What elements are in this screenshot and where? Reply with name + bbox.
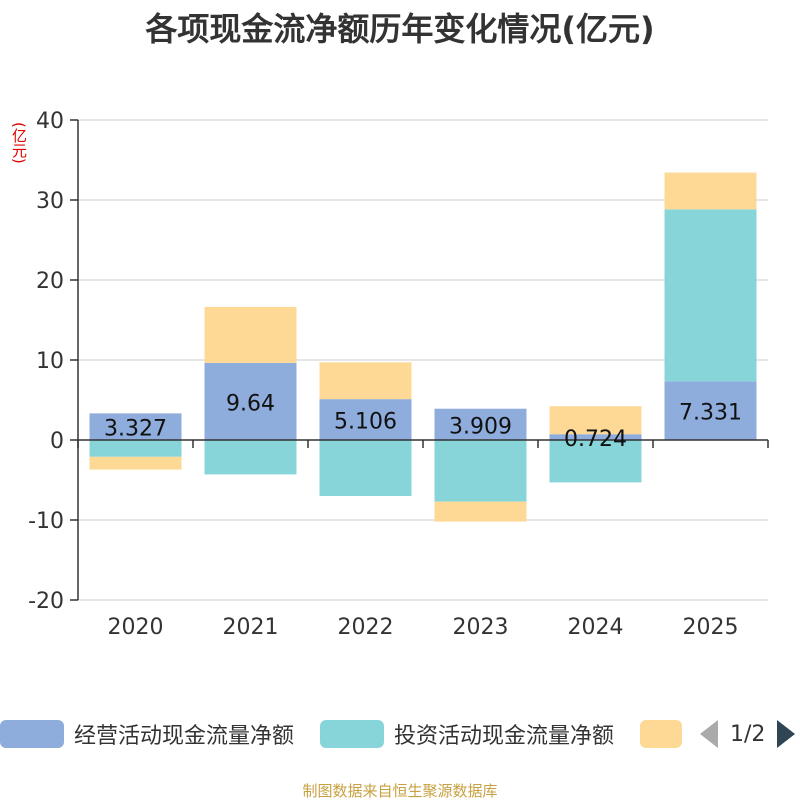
legend-item-third[interactable]: [640, 716, 692, 752]
x-tick-label: 2024: [568, 615, 624, 640]
data-label: 3.909: [449, 414, 512, 439]
bar-segment-2021-series-2: [204, 306, 297, 363]
x-tick-label: 2022: [338, 615, 394, 640]
bar-segment-2020-series-1: [89, 440, 182, 457]
bar-segment-2020-series-2: [89, 456, 182, 470]
legend-next-page-icon[interactable]: [777, 720, 796, 748]
bar-segment-2024-series-1: [549, 440, 642, 483]
bar-segment-2023-series-0: [434, 408, 527, 440]
legend-swatch-investing: [320, 720, 384, 748]
bar-segment-2022-series-2: [319, 362, 412, 400]
legend-pager: 1/2: [700, 716, 796, 752]
legend-item-operating[interactable]: 经营活动现金流量净额: [0, 716, 294, 752]
y-tick-label: 0: [50, 429, 64, 454]
bar-segment-2024-series-0: [549, 434, 642, 440]
bar-segment-2025-series-1: [664, 209, 757, 382]
bar-segment-2023-series-2: [434, 501, 527, 522]
legend: 经营活动现金流量净额 投资活动现金流量净额: [0, 716, 800, 756]
bar-segment-2022-series-0: [319, 399, 412, 440]
data-source-note: 制图数据来自恒生聚源数据库: [302, 782, 498, 800]
y-tick-label: -20: [28, 589, 64, 614]
legend-swatch-third: [640, 720, 682, 748]
bar-segment-2022-series-1: [319, 440, 412, 496]
data-label: 0.724: [564, 427, 627, 452]
bar-segment-2024-series-2: [549, 406, 642, 435]
bar-segment-2023-series-1: [434, 440, 527, 502]
x-tick-label: 2021: [223, 615, 279, 640]
bar-segment-2025-series-2: [664, 172, 757, 210]
data-label: 9.64: [226, 391, 275, 416]
bar-segment-2021-series-1: [204, 440, 297, 475]
legend-label-operating: 经营活动现金流量净额: [74, 724, 295, 749]
legend-page-indicator: 1/2: [730, 721, 766, 747]
data-label: 3.327: [104, 417, 167, 442]
stacked-bar-chart: -20 -10 0 10 20 30 40 2020 2021 2022 2023 2024 2025 3…: [28, 109, 769, 640]
bar-segment-2020-series-0: [89, 413, 182, 440]
bar-segment-2025-series-0: [664, 381, 757, 440]
y-tick-label: -10: [28, 509, 64, 534]
y-tick-label: 20: [36, 269, 64, 294]
y-tick-label: 30: [36, 189, 64, 214]
bar-segment-2021-series-0: [204, 362, 297, 440]
y-axis-unit-label: (亿元): [10, 122, 28, 164]
y-tick-label: 40: [36, 109, 64, 134]
chart-title: 各项现金流净额历年变化情况(亿元): [145, 10, 655, 48]
legend-prev-page-icon[interactable]: [700, 720, 718, 748]
y-tick-label: 10: [36, 349, 64, 374]
data-label: 5.106: [334, 410, 397, 435]
legend-swatch-operating: [0, 720, 64, 748]
legend-label-investing: 投资活动现金流量净额: [394, 724, 615, 749]
x-tick-label: 2025: [683, 615, 739, 640]
x-tick-label: 2023: [453, 615, 509, 640]
data-label: 7.331: [679, 401, 742, 426]
legend-item-investing[interactable]: 投资活动现金流量净额: [320, 716, 614, 752]
x-tick-label: 2020: [108, 615, 164, 640]
